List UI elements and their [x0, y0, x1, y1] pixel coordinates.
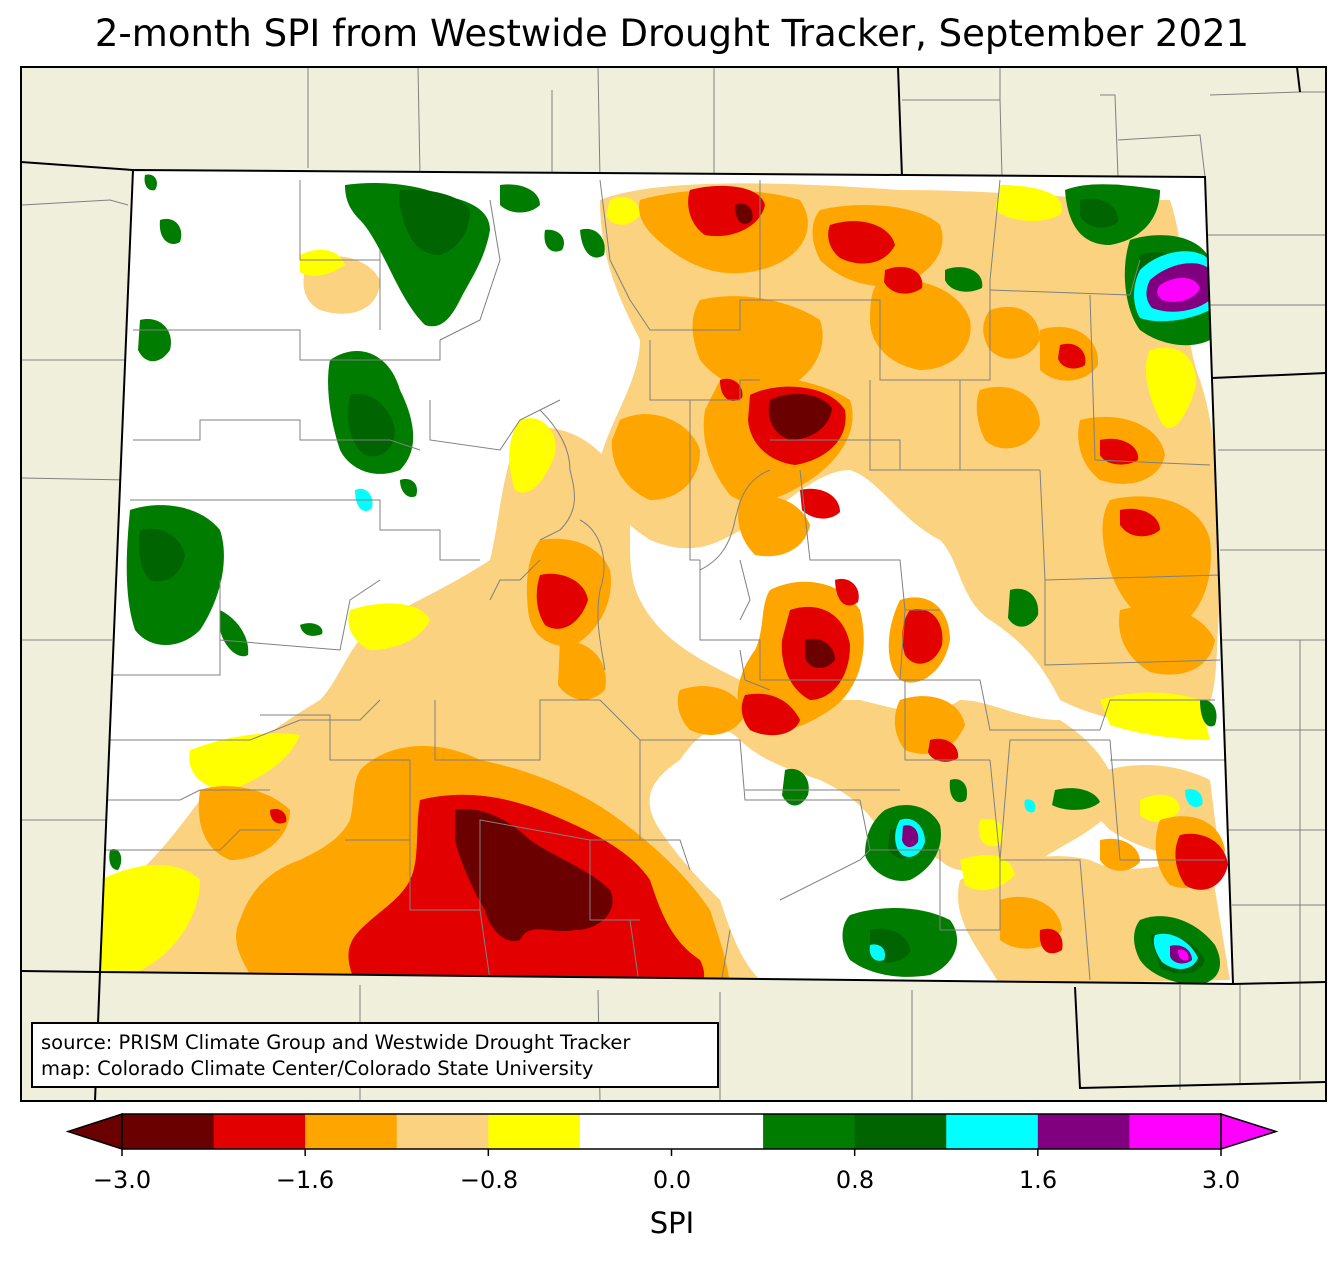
colorbar-swatch [671, 1114, 764, 1149]
colorbar-tick-label: 3.0 [1201, 1166, 1241, 1194]
colorbar-extend-low [65, 1112, 123, 1151]
colorbar-tick-label: −3.0 [92, 1166, 152, 1194]
map-frame [20, 66, 1327, 1102]
colorbar-swatch [305, 1114, 398, 1149]
page-title: 2-month SPI from Westwide Drought Tracke… [94, 12, 1250, 55]
colorbar-swatch [396, 1114, 489, 1149]
colorado-spi-field [100, 170, 1233, 984]
colorbar-swatch [1129, 1114, 1222, 1149]
colorbar-swatch [213, 1114, 306, 1149]
colorbar-swatch [579, 1114, 672, 1149]
colorbar-swatch [763, 1114, 856, 1149]
colorbar-tick-label: 1.6 [1018, 1166, 1058, 1194]
source-box: source: PRISM Climate Group and Westwide… [31, 1022, 719, 1088]
colorbar-tick-label: 0.0 [652, 1166, 692, 1194]
colorbar-swatch [946, 1114, 1039, 1149]
colorbar-tick-label: −0.8 [459, 1166, 519, 1194]
source-line: source: PRISM Climate Group and Westwide… [41, 1031, 631, 1054]
map-credit-line: map: Colorado Climate Center/Colorado St… [41, 1057, 594, 1080]
colorbar [65, 1112, 1279, 1156]
colorbar-extend-high [1220, 1112, 1279, 1151]
colorbar-swatch [488, 1114, 581, 1149]
colorbar-tick-label: −1.6 [275, 1166, 335, 1194]
colorado-border [98, 168, 1235, 986]
colorbar-swatch [854, 1114, 947, 1149]
colorbar-tick-label: 0.8 [835, 1166, 875, 1194]
colorbar-label: SPI [649, 1206, 695, 1240]
colorbar-swatch [122, 1114, 215, 1149]
colorbar-swatch [1037, 1114, 1130, 1149]
